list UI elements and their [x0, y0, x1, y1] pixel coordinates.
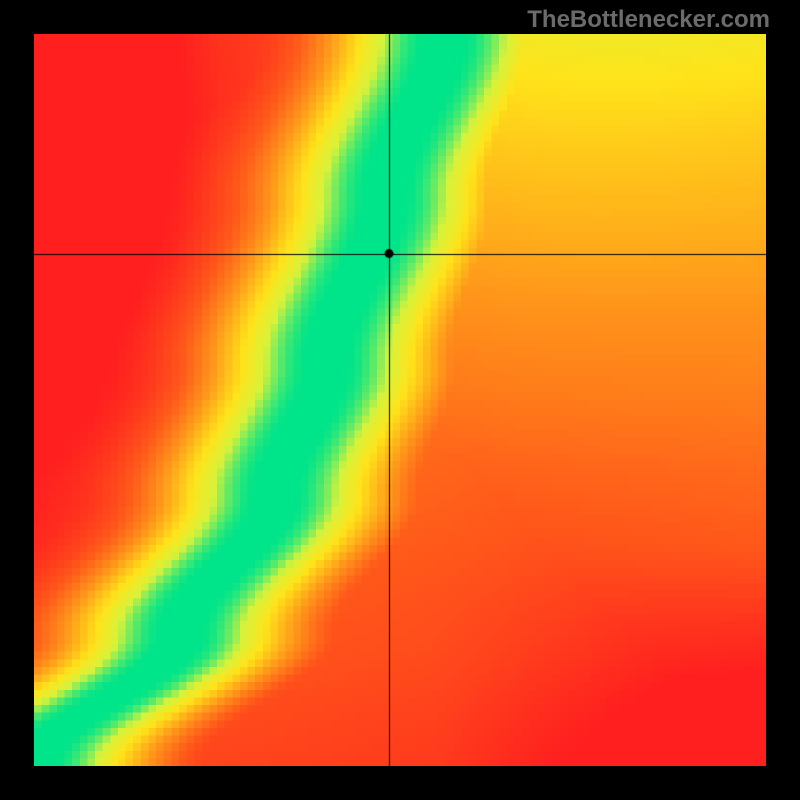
watermark-text: TheBottlenecker.com — [527, 6, 770, 34]
crosshair-overlay — [0, 0, 800, 800]
